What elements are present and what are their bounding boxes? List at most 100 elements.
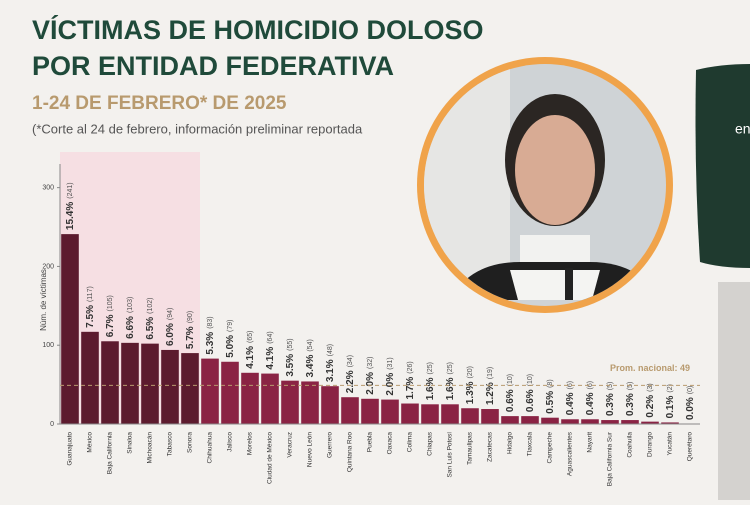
bar bbox=[181, 353, 199, 424]
data-label: 1.6%(25) bbox=[425, 362, 436, 400]
data-label: 3.5%(55) bbox=[285, 338, 296, 376]
count-label: (102) bbox=[147, 297, 154, 313]
count-label: (241) bbox=[67, 182, 74, 198]
share-label: 5.3% bbox=[205, 332, 216, 355]
x-tick-label: Morelos bbox=[247, 431, 254, 455]
x-tick-label: Nuevo León bbox=[307, 432, 314, 467]
x-tick-label: Durango bbox=[647, 432, 654, 457]
bar bbox=[241, 373, 259, 424]
x-tick-label: Jalisco bbox=[227, 432, 234, 452]
share-label: 0.4% bbox=[565, 392, 576, 415]
count-label: (31) bbox=[387, 357, 394, 369]
data-label: 0.4%(6) bbox=[565, 381, 576, 415]
share-label: 5.7% bbox=[185, 326, 196, 349]
count-label: (3) bbox=[647, 383, 654, 392]
bar bbox=[541, 418, 559, 424]
x-tick-label: Guanajuato bbox=[67, 432, 74, 466]
count-label: (117) bbox=[87, 286, 94, 302]
bar bbox=[601, 420, 619, 424]
share-label: 0.5% bbox=[545, 391, 556, 414]
x-tick-label: Hidalgo bbox=[507, 432, 514, 454]
data-label: 0.3%(5) bbox=[625, 382, 636, 416]
x-tick-label: Querétaro bbox=[687, 432, 694, 462]
bar bbox=[81, 332, 99, 424]
count-label: (48) bbox=[327, 344, 334, 356]
share-label: 0.0% bbox=[685, 397, 696, 420]
x-tick-label: Guerrero bbox=[327, 432, 334, 458]
bar bbox=[321, 386, 339, 424]
bar bbox=[461, 408, 479, 424]
data-label: 2.0% (31) bbox=[385, 357, 396, 395]
count-label: (90) bbox=[187, 311, 194, 323]
bar bbox=[261, 374, 279, 424]
share-label: 2.2% bbox=[345, 370, 356, 393]
bar bbox=[201, 359, 219, 424]
data-label: 4.1%(65) bbox=[245, 331, 256, 369]
share-label: 1.7% bbox=[405, 377, 416, 400]
share-label: 6.7% bbox=[105, 314, 116, 337]
share-label: 7.5% bbox=[85, 305, 96, 328]
count-label: (64) bbox=[267, 331, 274, 343]
data-label: 0.1%(2) bbox=[665, 384, 676, 418]
side-panel bbox=[696, 64, 750, 268]
x-tick-label: Baja California bbox=[107, 432, 114, 475]
count-label: (19) bbox=[487, 367, 494, 379]
count-label: (94) bbox=[167, 308, 174, 320]
title-line: VÍCTIMAS DE HOMICIDIO DOLOSO bbox=[32, 14, 484, 45]
y-axis-label: Núm. de víctimas bbox=[39, 269, 48, 331]
data-label: 0.5%(8) bbox=[545, 379, 556, 413]
x-tick-label: Oaxaca bbox=[387, 432, 394, 455]
side-text: en bbox=[735, 121, 750, 137]
x-tick-label: Veracruz bbox=[287, 432, 294, 458]
share-label: 15.4% bbox=[65, 202, 76, 230]
share-label: 5.0% bbox=[225, 335, 236, 358]
bar bbox=[381, 400, 399, 424]
share-label: 6.5% bbox=[145, 317, 156, 340]
subtitle: 1-24 DE FEBRERO* DE 2025 bbox=[32, 93, 287, 114]
count-label: (103) bbox=[127, 297, 134, 313]
x-tick-label: Michoacán bbox=[147, 432, 154, 464]
x-tick-label: Quintana Roo bbox=[347, 432, 354, 472]
data-label: 0.2% (3) bbox=[645, 383, 656, 417]
data-label: 4.1%(64) bbox=[265, 331, 276, 369]
y-tick-label: 0 bbox=[50, 421, 54, 428]
average-label: Prom. nacional: 49 bbox=[610, 363, 690, 373]
data-label: 0.0% (0) bbox=[685, 386, 696, 420]
share-label: 2.0% bbox=[385, 373, 396, 396]
count-label: (83) bbox=[207, 316, 214, 328]
data-label: 5.0%(79) bbox=[225, 320, 236, 358]
x-tick-label: México bbox=[87, 432, 94, 453]
x-tick-label: Zacatecas bbox=[487, 431, 494, 462]
data-label: 0.3%(5) bbox=[605, 382, 616, 416]
bar bbox=[481, 409, 499, 424]
share-label: 3.4% bbox=[305, 355, 316, 378]
share-label: 3.1% bbox=[325, 359, 336, 382]
count-label: (105) bbox=[107, 295, 114, 311]
data-label: 0.6%(10) bbox=[505, 374, 516, 412]
data-label: 2.2%(34) bbox=[345, 355, 356, 393]
count-label: (26) bbox=[407, 361, 414, 373]
share-label: 6.0% bbox=[165, 323, 176, 346]
note: (*Corte al 24 de febrero, información pr… bbox=[32, 121, 363, 136]
count-label: (0) bbox=[687, 386, 694, 395]
share-label: 1.6% bbox=[445, 377, 456, 400]
share-label: 1.3% bbox=[465, 381, 476, 404]
count-label: (32) bbox=[367, 357, 374, 369]
bar bbox=[361, 399, 379, 424]
count-label: (25) bbox=[447, 362, 454, 374]
bar bbox=[141, 344, 159, 424]
count-label: (65) bbox=[247, 331, 254, 343]
bar bbox=[501, 416, 519, 424]
data-label: 1.7% (26) bbox=[405, 361, 416, 399]
data-label: 1.6% (25) bbox=[445, 362, 456, 400]
count-label: (10) bbox=[527, 374, 534, 386]
share-label: 3.5% bbox=[285, 354, 296, 377]
share-label: 0.4% bbox=[585, 392, 596, 415]
share-label: 0.2% bbox=[645, 395, 656, 418]
x-tick-label: Baja California Sur bbox=[607, 431, 614, 486]
data-label: 0.4%(6) bbox=[585, 381, 596, 415]
bar bbox=[421, 404, 439, 424]
x-tick-label: Chihuahua bbox=[207, 432, 214, 464]
